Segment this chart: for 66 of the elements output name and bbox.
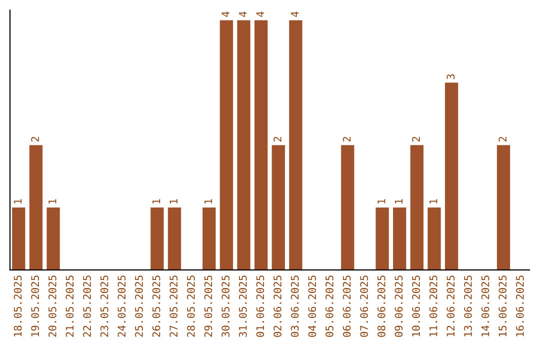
x-tick-label: 03.06.2025	[290, 276, 299, 337]
bar	[168, 208, 182, 270]
bar	[150, 208, 164, 270]
x-tick-label: 18.05.2025	[14, 276, 22, 336]
bar	[289, 20, 302, 270]
x-tick-label: 08.06.2025	[377, 276, 386, 337]
data-label: 2	[498, 136, 506, 142]
bar	[341, 145, 354, 270]
x-tick-label: 01.06.2025	[256, 276, 264, 337]
x-tick-label: 09.06.2025	[394, 276, 403, 337]
x-tick-label: 02.06.2025	[274, 276, 282, 337]
x-tick-label: 24.05.2025	[118, 276, 126, 337]
x-tick-label: 04.06.2025	[308, 276, 316, 337]
bar	[376, 208, 389, 270]
data-label: 2	[31, 136, 39, 142]
data-label: 1	[170, 199, 178, 204]
bar	[29, 145, 43, 270]
x-tick-label: 30.05.2025	[222, 276, 230, 337]
data-label: 4	[239, 12, 247, 17]
x-tick-label: 15.06.2025	[498, 276, 507, 336]
data-label: 2	[274, 136, 282, 142]
x-tick-label: 05.06.2025	[326, 276, 334, 337]
x-tick-label: 28.05.2025	[186, 276, 195, 337]
data-label: 1	[152, 199, 160, 204]
data-label: 2	[412, 136, 420, 142]
bar	[428, 208, 441, 270]
bar	[46, 208, 60, 270]
data-label: 2	[342, 136, 351, 142]
x-tick-label: 19.05.2025	[31, 276, 40, 336]
x-tick-label: 26.05.2025	[152, 276, 160, 337]
bar	[12, 208, 26, 270]
x-tick-label: 16.06.2025	[516, 276, 524, 336]
data-label: 4	[291, 12, 299, 17]
data-label: 1	[378, 199, 386, 204]
x-tick-label: 10.06.2025	[412, 276, 420, 336]
x-tick-label: 13.06.2025	[464, 276, 472, 336]
bar	[410, 145, 424, 270]
data-label: 1	[204, 199, 212, 204]
x-tick-label: 07.06.2025	[360, 276, 368, 337]
data-label: 4	[256, 12, 264, 17]
x-tick-label: 23.05.2025	[100, 276, 108, 337]
bar	[220, 20, 234, 270]
x-tick-label: 06.06.2025	[342, 276, 351, 337]
data-label: 1	[48, 199, 56, 204]
x-tick-label: 12.06.2025	[446, 276, 455, 336]
data-label: 4	[222, 12, 230, 17]
x-tick-label: 29.05.2025	[204, 276, 212, 337]
x-tick-label: 22.05.2025	[83, 276, 91, 337]
bar	[444, 82, 458, 270]
data-label: 3	[446, 74, 455, 80]
bar	[237, 20, 250, 270]
x-tick-label: 21.05.2025	[66, 276, 74, 337]
data-label: 1	[14, 199, 22, 204]
bar	[272, 145, 285, 270]
x-tick-label: 31.05.2025	[238, 276, 247, 337]
x-tick-label: 11.06.2025	[429, 276, 438, 336]
data-label: 1	[430, 199, 438, 204]
bar	[202, 208, 216, 270]
x-tick-label: 14.06.2025	[481, 276, 490, 336]
x-tick-label: 27.05.2025	[170, 276, 178, 337]
data-label: 1	[394, 199, 402, 204]
bar	[393, 208, 406, 270]
bar	[254, 20, 268, 270]
x-tick-label: 25.05.2025	[135, 276, 143, 337]
x-tick-label: 20.05.2025	[48, 276, 56, 337]
bar	[496, 145, 510, 270]
